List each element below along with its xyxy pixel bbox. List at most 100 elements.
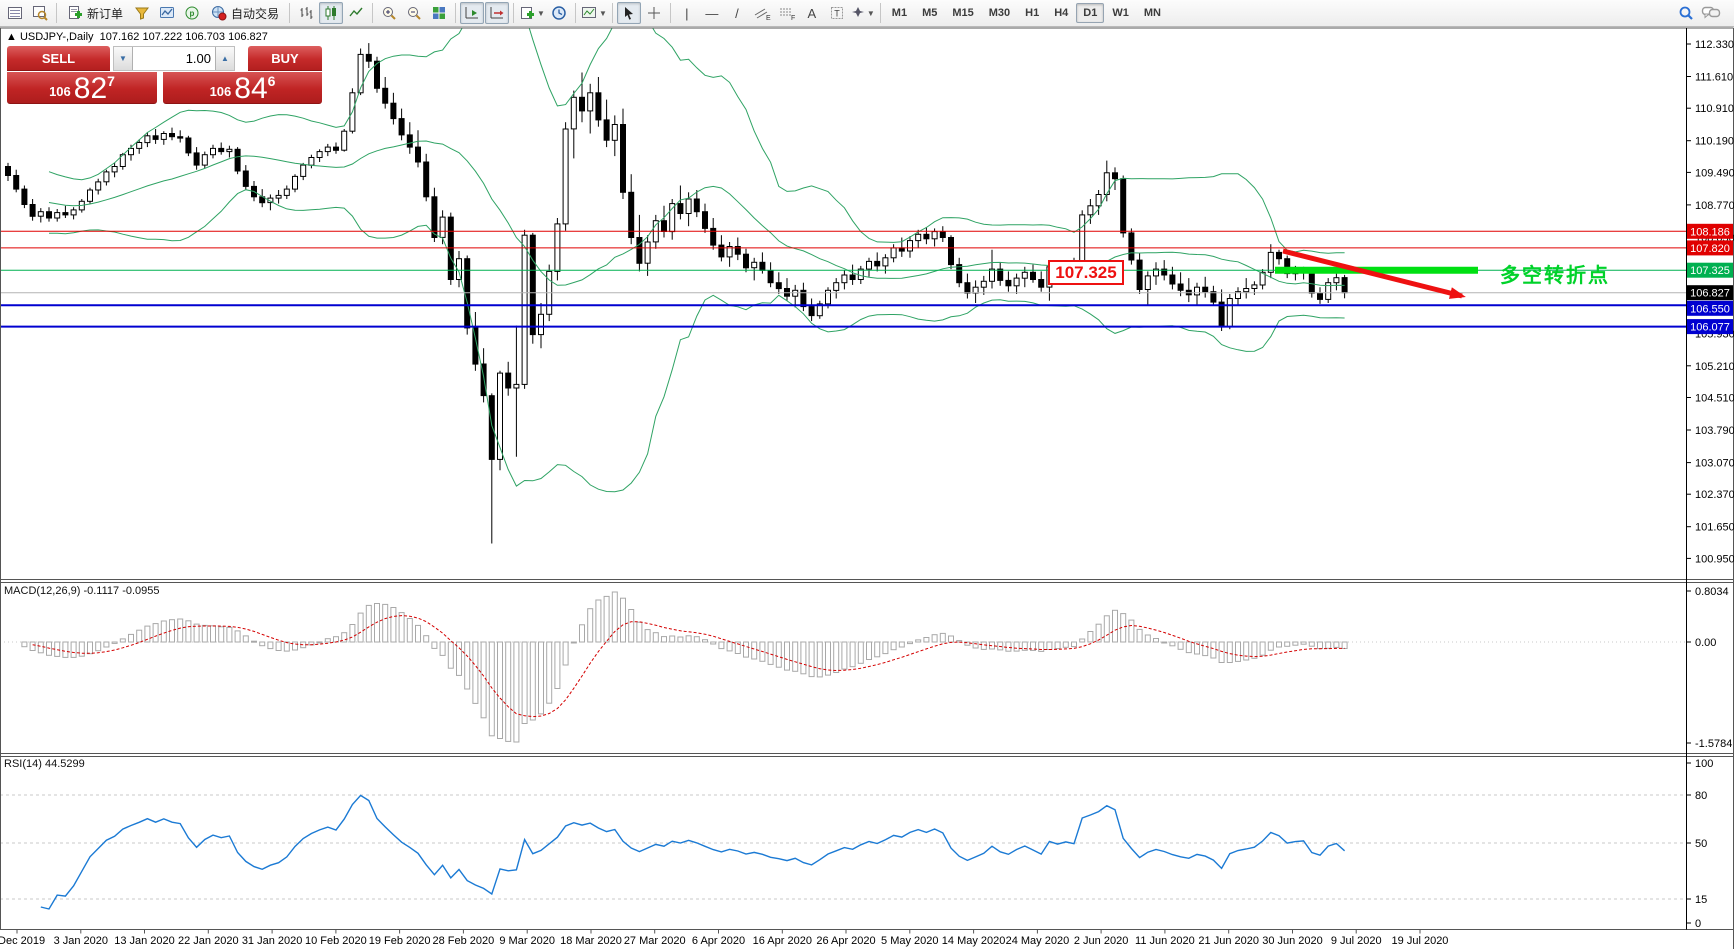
tab-timeframe-w1[interactable]: W1 [1112,7,1129,19]
svg-text:109.490: 109.490 [1695,167,1734,179]
volume-increase-button[interactable]: ▲ [216,47,234,70]
buy-price[interactable]: 106 84 6 [163,72,322,104]
rsi-indicator-label: RSI(14) 44.5299 [4,758,85,770]
buy-price-big: 84 [234,71,268,105]
svg-text:5 Dec 2019: 5 Dec 2019 [0,935,45,947]
crosshair-icon[interactable] [642,2,666,24]
tab-timeframe-m1[interactable]: M1 [891,7,908,19]
toolbar-separator [513,3,515,23]
tab-timeframe-m30[interactable]: M30 [988,7,1011,19]
svg-text:18 Mar 2020: 18 Mar 2020 [560,935,622,947]
svg-text:31 Jan 2020: 31 Jan 2020 [242,935,303,947]
svg-text:15: 15 [1695,894,1707,906]
autoscroll-icon[interactable] [460,2,485,24]
tab-timeframe-h4[interactable]: H4 [1054,7,1069,19]
signals-icon[interactable]: p [180,2,204,24]
svg-text:19 Feb 2020: 19 Feb 2020 [369,935,431,947]
svg-text:102.370: 102.370 [1695,489,1734,501]
trendline-tool-icon[interactable]: / [735,5,739,21]
svg-text:104.510: 104.510 [1695,393,1734,405]
tab-timeframe-d1[interactable]: D1 [1076,3,1105,23]
data-window-icon[interactable] [28,2,52,24]
tab-timeframe-m5[interactable]: M5 [922,7,938,19]
price-annotation-box[interactable]: 107.325 [1048,260,1124,285]
toolbar-separator [289,3,291,23]
svg-text:26 Apr 2020: 26 Apr 2020 [816,935,875,947]
svg-text:50: 50 [1695,838,1707,850]
volume-decrease-button[interactable]: ▼ [114,47,132,70]
horizontal-line-tool-icon[interactable]: — [705,5,719,21]
svg-text:T: T [834,9,840,19]
new-chart-icon[interactable]: ▼ [518,2,546,24]
new-order-button[interactable]: 新订单 [61,2,129,24]
profiles-icon[interactable]: ▼ [580,2,608,24]
svg-text:27 Mar 2020: 27 Mar 2020 [624,935,686,947]
turning-point-annotation[interactable]: 多空转折点 [1500,265,1610,287]
svg-text:101.650: 101.650 [1695,522,1734,534]
candlestick-chart-icon[interactable] [319,2,344,24]
volume-input[interactable] [132,47,216,70]
period-clock-icon[interactable] [547,2,571,24]
svg-text:30 Jun 2020: 30 Jun 2020 [1262,935,1323,947]
tab-timeframe-mn[interactable]: MN [1143,7,1161,19]
svg-text:0.00: 0.00 [1695,637,1716,649]
vertical-line-tool-icon[interactable]: | [685,5,689,21]
toolbar-separator [879,3,881,23]
text-label-tool-icon[interactable]: T [825,2,849,24]
zoom-out-icon[interactable] [402,2,426,24]
indicators-icon[interactable] [130,2,154,24]
svg-text:21 Jun 2020: 21 Jun 2020 [1198,935,1259,947]
svg-text:F: F [791,15,795,21]
chart-title: ▲ USDJPY-,Daily 107.162 107.222 106.703 … [6,31,268,43]
autotrading-button[interactable]: 自动交易 [205,2,285,24]
toolbar-separator [611,3,613,23]
macd-panel [1,591,1686,743]
toolbar-separator [455,3,457,23]
svg-text:24 May 2020: 24 May 2020 [1006,935,1070,947]
svg-text:p: p [190,9,195,18]
svg-text:110.190: 110.190 [1695,136,1734,148]
sell-button[interactable]: SELL [7,46,110,71]
rsi-panel [1,794,1686,910]
candlestick-series [5,43,1348,544]
main-price-panel [1,28,1686,544]
macd-indicator-label: MACD(12,26,9) -0.1117 -0.0955 [4,585,160,597]
main-toolbar: 新订单 p 自动交易 ▼ [0,0,1734,27]
bollinger-bands [48,28,1345,493]
tab-timeframe-h1[interactable]: H1 [1025,7,1040,19]
tab-timeframe-m15[interactable]: M15 [952,7,974,19]
search-icon[interactable] [1674,2,1698,24]
sell-price[interactable]: 106 82 7 [7,72,157,104]
fibonacci-tool-icon[interactable]: F [775,2,799,24]
line-chart-icon[interactable] [344,2,368,24]
svg-text:100: 100 [1695,758,1713,770]
buy-price-sup: 6 [267,73,276,89]
chevron-down-icon: ▼ [598,8,607,18]
svg-text:108.770: 108.770 [1695,200,1734,212]
svg-text:108.186: 108.186 [1690,226,1730,238]
shapes-tool-icon[interactable]: ▼ [850,2,876,24]
cursor-icon[interactable] [616,2,641,24]
text-tool-icon[interactable]: A [807,5,817,21]
chat-icon[interactable] [1699,2,1723,24]
symbol-period-label: USDJPY-,Daily [19,31,94,43]
price-axis: 112.330 111.610 110.910 110.190 109.490 108.7… [1686,39,1734,930]
chart-shift-icon[interactable] [485,2,510,24]
svg-text:107.820: 107.820 [1690,243,1730,255]
channel-tool-icon[interactable]: E [750,2,774,24]
tile-windows-icon[interactable] [427,2,451,24]
svg-text:19 Jul 2020: 19 Jul 2020 [1392,935,1449,947]
svg-text:2 Jun 2020: 2 Jun 2020 [1074,935,1128,947]
svg-text:9 Mar 2020: 9 Mar 2020 [499,935,555,947]
svg-text:0: 0 [1695,918,1701,930]
bar-chart-icon[interactable] [294,2,318,24]
svg-text:14 May 2020: 14 May 2020 [942,935,1006,947]
market-watch-icon[interactable] [3,2,27,24]
buy-button[interactable]: BUY [248,46,322,71]
trend-arrow[interactable] [1282,248,1466,299]
chevron-down-icon: ▼ [537,8,545,18]
zoom-in-icon[interactable] [377,2,401,24]
metaeditor-icon[interactable] [155,2,179,24]
